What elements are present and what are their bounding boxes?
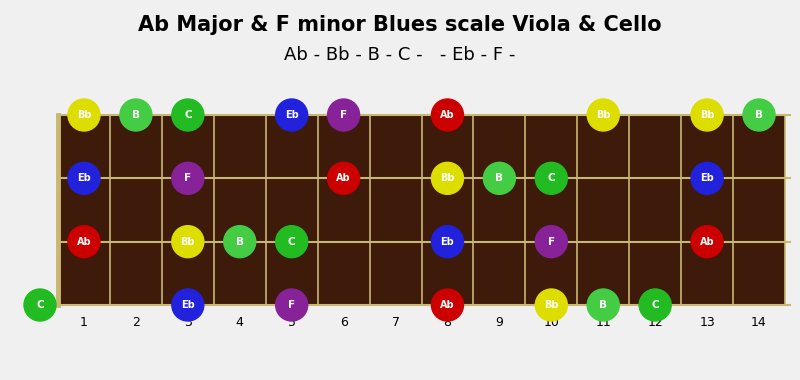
- Text: B: B: [599, 300, 607, 310]
- Text: 13: 13: [699, 317, 715, 329]
- Circle shape: [24, 289, 56, 321]
- Text: Ab: Ab: [77, 237, 91, 247]
- Text: F: F: [184, 173, 191, 183]
- Text: 8: 8: [443, 317, 451, 329]
- Circle shape: [224, 226, 256, 258]
- Text: Ab: Ab: [336, 173, 351, 183]
- Text: Ab: Ab: [440, 300, 454, 310]
- Text: Bb: Bb: [77, 110, 91, 120]
- Text: B: B: [495, 173, 503, 183]
- Circle shape: [587, 99, 619, 131]
- Circle shape: [68, 99, 100, 131]
- Text: Bb: Bb: [544, 300, 558, 310]
- Circle shape: [276, 289, 308, 321]
- Text: 12: 12: [647, 317, 663, 329]
- Text: C: C: [36, 300, 44, 310]
- Circle shape: [691, 226, 723, 258]
- Circle shape: [431, 226, 463, 258]
- Text: B: B: [755, 110, 763, 120]
- Text: Ab: Ab: [700, 237, 714, 247]
- Circle shape: [431, 289, 463, 321]
- Text: 5: 5: [288, 317, 296, 329]
- Circle shape: [276, 226, 308, 258]
- Circle shape: [535, 162, 567, 194]
- Text: C: C: [288, 237, 295, 247]
- Circle shape: [172, 162, 204, 194]
- Text: F: F: [340, 110, 347, 120]
- Circle shape: [431, 162, 463, 194]
- Circle shape: [328, 162, 360, 194]
- Text: 6: 6: [340, 317, 347, 329]
- Text: Bb: Bb: [181, 237, 195, 247]
- Text: Eb: Eb: [77, 173, 91, 183]
- Circle shape: [535, 226, 567, 258]
- Text: F: F: [288, 300, 295, 310]
- Circle shape: [172, 226, 204, 258]
- Text: 4: 4: [236, 317, 244, 329]
- Circle shape: [535, 289, 567, 321]
- Circle shape: [328, 99, 360, 131]
- Circle shape: [587, 289, 619, 321]
- Circle shape: [691, 99, 723, 131]
- Circle shape: [172, 289, 204, 321]
- Circle shape: [743, 99, 775, 131]
- Circle shape: [120, 99, 152, 131]
- Text: 7: 7: [391, 317, 399, 329]
- Text: F: F: [548, 237, 555, 247]
- Circle shape: [639, 289, 671, 321]
- Text: Eb: Eb: [285, 110, 298, 120]
- Circle shape: [276, 99, 308, 131]
- Circle shape: [431, 99, 463, 131]
- Bar: [58, 115, 785, 305]
- Text: Bb: Bb: [440, 173, 454, 183]
- Text: 11: 11: [595, 317, 611, 329]
- Circle shape: [691, 162, 723, 194]
- Text: 3: 3: [184, 317, 192, 329]
- Text: Ab - Bb - B - C -   - Eb - F -: Ab - Bb - B - C - - Eb - F -: [284, 46, 516, 64]
- Text: Bb: Bb: [596, 110, 610, 120]
- Text: 9: 9: [495, 317, 503, 329]
- Text: 2: 2: [132, 317, 140, 329]
- Circle shape: [483, 162, 515, 194]
- Text: B: B: [132, 110, 140, 120]
- Text: Ab Major & F minor Blues scale Viola & Cello: Ab Major & F minor Blues scale Viola & C…: [138, 15, 662, 35]
- Circle shape: [68, 162, 100, 194]
- Text: B: B: [236, 237, 244, 247]
- Circle shape: [172, 99, 204, 131]
- Text: Eb: Eb: [441, 237, 454, 247]
- Text: C: C: [184, 110, 192, 120]
- Text: Eb: Eb: [700, 173, 714, 183]
- Circle shape: [68, 226, 100, 258]
- Text: Ab: Ab: [440, 110, 454, 120]
- Text: 14: 14: [751, 317, 767, 329]
- Text: Eb: Eb: [181, 300, 194, 310]
- Text: 10: 10: [543, 317, 559, 329]
- Text: 1: 1: [80, 317, 88, 329]
- Text: C: C: [651, 300, 659, 310]
- Text: C: C: [547, 173, 555, 183]
- Text: Bb: Bb: [700, 110, 714, 120]
